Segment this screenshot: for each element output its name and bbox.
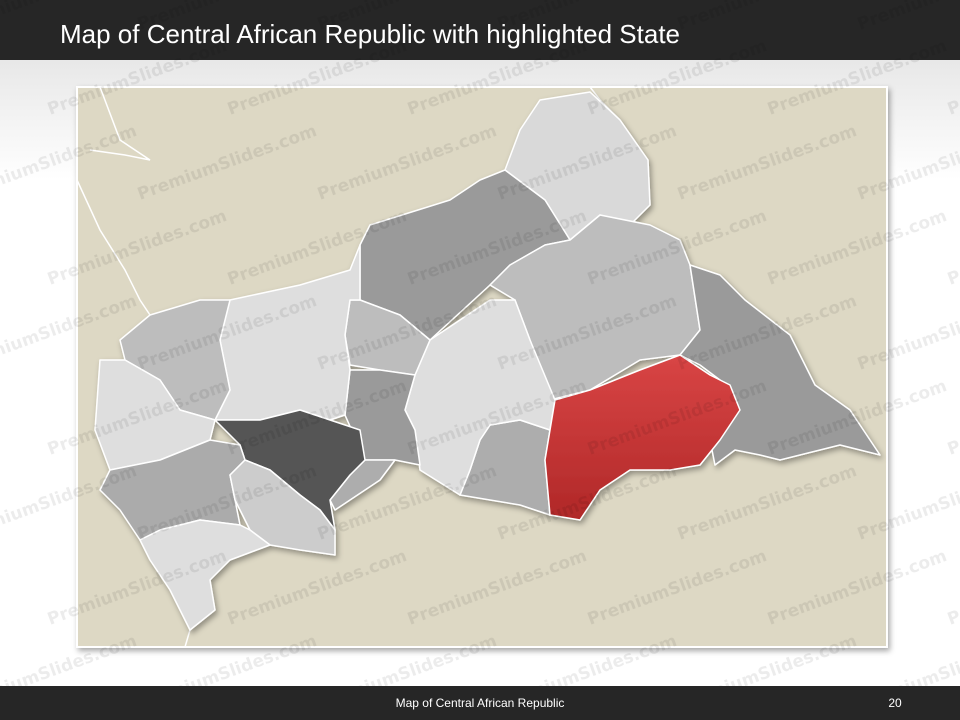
region bbox=[489, 214, 701, 401]
title-bar bbox=[0, 0, 960, 60]
highlighted-region bbox=[544, 354, 741, 521]
region bbox=[99, 439, 246, 541]
region bbox=[94, 359, 216, 471]
region bbox=[229, 459, 336, 556]
slide-title: Map of Central African Republic with hig… bbox=[60, 19, 680, 49]
footer-text: Map of Central African Republic bbox=[396, 696, 565, 710]
region bbox=[139, 519, 271, 631]
footer-bar bbox=[0, 686, 960, 720]
page-number: 20 bbox=[888, 696, 902, 710]
map bbox=[94, 91, 881, 631]
